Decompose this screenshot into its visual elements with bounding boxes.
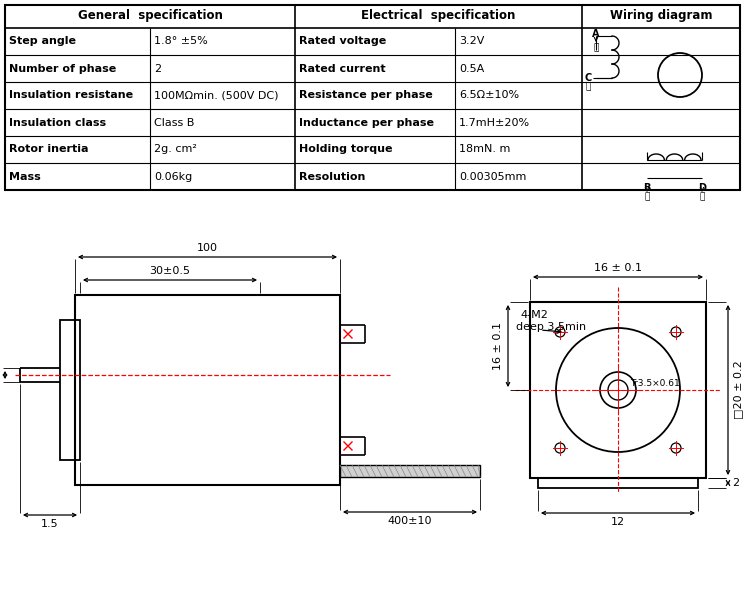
Text: 2g. cm²: 2g. cm² xyxy=(154,145,197,155)
Text: General  specification: General specification xyxy=(77,9,223,22)
Text: 400±10: 400±10 xyxy=(387,516,432,526)
Text: deep 3.5min: deep 3.5min xyxy=(516,322,586,332)
Text: 0.06kg: 0.06kg xyxy=(154,172,192,182)
Text: 16 ± 0.1: 16 ± 0.1 xyxy=(594,263,642,273)
Text: C: C xyxy=(584,73,592,83)
Bar xyxy=(60,320,80,460)
Text: 黑: 黑 xyxy=(593,44,599,53)
Text: 黄: 黄 xyxy=(644,192,650,202)
Text: 0.5A: 0.5A xyxy=(459,64,484,74)
Text: B: B xyxy=(644,183,650,193)
Bar xyxy=(5,5,740,190)
Text: Step angle: Step angle xyxy=(9,37,76,47)
Text: 红: 红 xyxy=(586,83,591,91)
Text: Rated voltage: Rated voltage xyxy=(299,37,386,47)
Text: 2: 2 xyxy=(154,64,161,74)
Text: 18mN. m: 18mN. m xyxy=(459,145,510,155)
Bar xyxy=(530,302,706,478)
Text: 绿: 绿 xyxy=(700,192,705,202)
Text: Mass: Mass xyxy=(9,172,41,182)
Text: Insulation resistane: Insulation resistane xyxy=(9,90,133,100)
Text: Holding torque: Holding torque xyxy=(299,145,393,155)
Text: □20 ± 0.2: □20 ± 0.2 xyxy=(733,360,743,419)
Text: 2: 2 xyxy=(732,478,740,488)
Text: 16 ± 0.1: 16 ± 0.1 xyxy=(493,322,503,370)
Text: Insulation class: Insulation class xyxy=(9,117,106,127)
Text: 0.00305mm: 0.00305mm xyxy=(459,172,527,182)
Text: 1.8° ±5%: 1.8° ±5% xyxy=(154,37,208,47)
Text: 3.2V: 3.2V xyxy=(459,37,484,47)
Text: 100MΩmin. (500V DC): 100MΩmin. (500V DC) xyxy=(154,90,279,100)
Text: Rotor inertia: Rotor inertia xyxy=(9,145,89,155)
Bar xyxy=(538,478,698,488)
Text: Rated current: Rated current xyxy=(299,64,386,74)
Text: Inductance per phase: Inductance per phase xyxy=(299,117,434,127)
Text: Tr3.5×0.61: Tr3.5×0.61 xyxy=(630,379,679,388)
Text: 1.5: 1.5 xyxy=(41,519,59,529)
Text: 12: 12 xyxy=(611,517,625,527)
Text: Wiring diagram: Wiring diagram xyxy=(609,9,712,22)
Text: Class B: Class B xyxy=(154,117,194,127)
Text: 4-M2: 4-M2 xyxy=(520,310,548,320)
Text: 1.7mH±20%: 1.7mH±20% xyxy=(459,117,530,127)
Bar xyxy=(340,465,480,477)
Text: 30±0.5: 30±0.5 xyxy=(150,266,191,276)
Text: A: A xyxy=(592,29,600,39)
Text: Resolution: Resolution xyxy=(299,172,365,182)
Text: D: D xyxy=(698,183,706,193)
Bar xyxy=(75,295,340,485)
Text: 6.5Ω±10%: 6.5Ω±10% xyxy=(459,90,519,100)
Text: Electrical  specification: Electrical specification xyxy=(361,9,516,22)
Text: Resistance per phase: Resistance per phase xyxy=(299,90,433,100)
Text: Number of phase: Number of phase xyxy=(9,64,116,74)
Text: 100: 100 xyxy=(197,243,218,253)
